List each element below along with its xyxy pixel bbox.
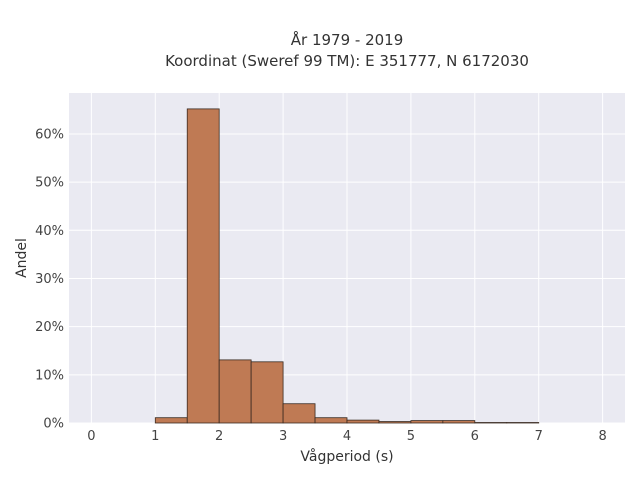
x-tick-label: 2 [215, 429, 223, 444]
y-tick-labels: 0% 10% 20% 30% 40% 50% 60% [35, 127, 64, 431]
histogram-bar [218, 359, 252, 424]
y-tick-label: 30% [35, 272, 64, 287]
histogram-bar [250, 361, 284, 424]
histogram-bar [378, 421, 412, 424]
chart-title-line2: Koordinat (Sweref 99 TM): E 351777, N 61… [165, 52, 529, 70]
y-tick-label: 40% [35, 224, 64, 239]
y-tick-label: 10% [35, 368, 64, 383]
y-tick-label: 20% [35, 320, 64, 335]
y-tick-label: 60% [35, 127, 64, 142]
x-tick-label: 7 [535, 429, 543, 444]
chart-title-line1: År 1979 - 2019 [291, 30, 404, 49]
histogram-bar [346, 419, 380, 424]
histogram-bar [410, 420, 444, 424]
histogram-bar [442, 420, 476, 424]
x-tick-labels: 0 1 2 3 4 5 6 7 8 [87, 429, 607, 444]
x-tick-label: 0 [87, 429, 95, 444]
x-tick-label: 5 [407, 429, 415, 444]
bars [154, 108, 540, 424]
y-tick-label: 0% [43, 417, 64, 432]
histogram-bar [314, 417, 348, 424]
y-tick-label: 50% [35, 176, 64, 191]
x-tick-label: 1 [151, 429, 159, 444]
histogram-bar [282, 403, 316, 424]
x-tick-label: 8 [598, 429, 606, 444]
x-axis-label: Vågperiod (s) [300, 448, 393, 465]
x-tick-label: 6 [471, 429, 479, 444]
histogram-bar [154, 417, 188, 424]
x-tick-label: 4 [343, 429, 351, 444]
histogram-bar [186, 108, 220, 424]
x-tick-label: 3 [279, 429, 287, 444]
y-axis-label: Andel [14, 238, 30, 278]
